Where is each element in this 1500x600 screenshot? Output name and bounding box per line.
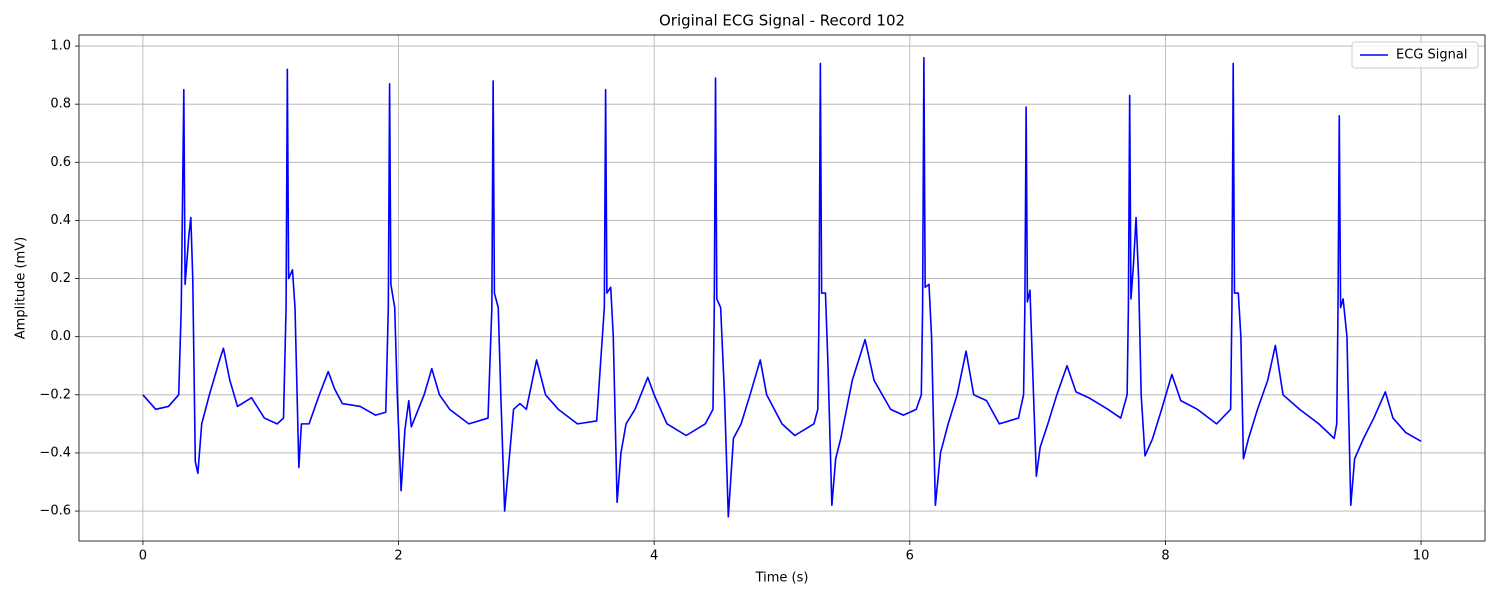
legend-box bbox=[1351, 41, 1479, 69]
y-tick-label: 0.2 bbox=[50, 271, 71, 286]
x-tick-label: 10 bbox=[1413, 549, 1430, 564]
legend-label: ECG Signal bbox=[1396, 48, 1467, 63]
y-tick-label: 1.0 bbox=[50, 39, 71, 54]
x-tick-label: 6 bbox=[906, 549, 914, 564]
y-tick-label: 0.4 bbox=[50, 213, 71, 228]
x-tick-label: 8 bbox=[1161, 549, 1169, 564]
x-tick-label: 0 bbox=[139, 549, 147, 564]
y-tick-label: 0.8 bbox=[50, 97, 71, 112]
y-tick-label: 0.0 bbox=[50, 329, 71, 344]
y-tick-label: 0.6 bbox=[50, 155, 71, 170]
legend: ECG Signal bbox=[1351, 41, 1479, 69]
x-tick-label: 4 bbox=[650, 549, 658, 564]
y-tick-label: −0.4 bbox=[39, 445, 71, 460]
x-tick-label: 2 bbox=[394, 549, 402, 564]
x-axis-label: Time (s) bbox=[755, 571, 809, 586]
y-tick-label: −0.6 bbox=[39, 504, 71, 519]
plot-frame bbox=[78, 34, 1486, 542]
data-line bbox=[142, 56, 1422, 518]
y-tick-label: −0.2 bbox=[39, 387, 71, 402]
chart-title: Original ECG Signal - Record 102 bbox=[659, 12, 905, 30]
y-axis-label: Amplitude (mV) bbox=[14, 237, 29, 339]
